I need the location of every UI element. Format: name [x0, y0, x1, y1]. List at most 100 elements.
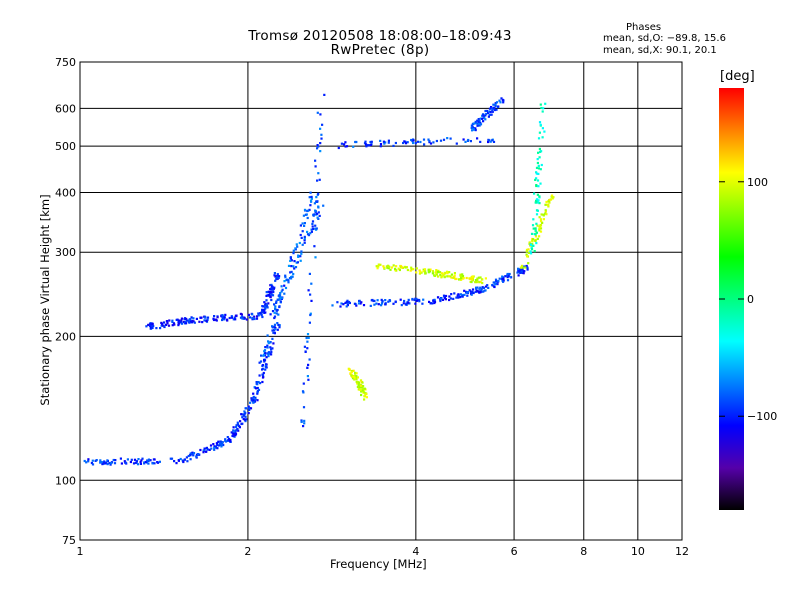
- echo-point: [190, 321, 193, 324]
- echo-point: [432, 299, 435, 302]
- echo-point: [310, 195, 313, 198]
- echo-point: [544, 209, 547, 212]
- echo-point: [280, 285, 283, 288]
- echo-point: [532, 238, 535, 241]
- echo-point: [535, 200, 538, 203]
- echo-point: [301, 230, 304, 233]
- echo-point: [502, 277, 505, 280]
- echo-point: [289, 257, 292, 260]
- echo-point: [300, 236, 303, 239]
- echo-point: [312, 214, 315, 217]
- echo-point: [272, 290, 275, 294]
- echo-point: [481, 113, 485, 116]
- echo-point: [489, 113, 492, 116]
- echo-point: [477, 120, 480, 123]
- echo-point: [266, 344, 269, 347]
- echo-point: [465, 276, 468, 280]
- echo-point: [392, 144, 395, 147]
- echo-point: [100, 461, 103, 464]
- echo-point: [306, 230, 309, 233]
- echo-point: [136, 463, 140, 466]
- echo-point: [492, 106, 495, 109]
- echo-point: [290, 259, 293, 262]
- echo-point: [301, 243, 304, 246]
- echo-point: [377, 263, 380, 266]
- echo-point: [363, 391, 366, 394]
- echo-point: [474, 280, 478, 284]
- echo-point: [443, 297, 446, 300]
- echo-point: [234, 425, 238, 429]
- echo-point: [316, 144, 319, 147]
- echo-point: [365, 392, 368, 396]
- echo-point: [535, 231, 538, 234]
- echo-point: [422, 268, 425, 271]
- echo-point: [264, 365, 267, 368]
- echo-point: [195, 455, 198, 458]
- echo-point: [407, 301, 410, 304]
- echo-point: [489, 110, 492, 113]
- echo-point: [183, 322, 186, 325]
- echo-point: [419, 140, 422, 144]
- echo-point: [381, 300, 384, 303]
- echo-point: [408, 302, 411, 305]
- echo-point: [534, 239, 537, 242]
- echo-point: [184, 320, 187, 323]
- echo-point: [287, 264, 291, 267]
- echo-point: [537, 201, 540, 204]
- echo-point: [139, 462, 142, 465]
- echo-point: [108, 461, 111, 465]
- echo-point: [428, 270, 431, 273]
- echo-point: [384, 141, 387, 144]
- echo-point: [495, 108, 498, 111]
- echo-point: [277, 276, 280, 279]
- echo-point: [406, 141, 409, 144]
- echo-point: [180, 322, 183, 325]
- echo-point: [387, 300, 390, 303]
- echo-point: [234, 318, 237, 321]
- echo-point: [189, 453, 192, 457]
- echo-point: [482, 120, 485, 123]
- echo-point: [495, 101, 499, 104]
- echo-point: [252, 392, 255, 395]
- echo-point: [476, 281, 479, 284]
- echo-point: [490, 106, 493, 109]
- echo-point: [447, 275, 450, 278]
- echo-point: [509, 275, 512, 279]
- echo-point: [167, 324, 171, 327]
- echo-point: [220, 445, 223, 448]
- echo-point: [539, 220, 543, 223]
- echo-point: [490, 107, 493, 110]
- echo-point: [224, 313, 227, 316]
- echo-point: [534, 178, 537, 181]
- echo-point: [274, 279, 277, 282]
- echo-point: [476, 286, 479, 289]
- echo-point: [112, 458, 115, 462]
- echo-point: [549, 198, 553, 201]
- echo-point: [446, 275, 449, 278]
- echo-point: [319, 127, 322, 130]
- echo-point: [400, 266, 403, 269]
- echo-point: [429, 302, 432, 305]
- echo-point: [235, 428, 239, 431]
- echo-point: [185, 317, 188, 321]
- echo-point: [527, 251, 531, 254]
- echo-point: [239, 420, 242, 423]
- echo-point: [354, 371, 357, 374]
- echo-point: [476, 277, 479, 280]
- echo-point: [225, 318, 229, 321]
- echo-point: [357, 388, 360, 391]
- echo-point: [106, 459, 109, 462]
- echo-point: [187, 319, 190, 322]
- echo-point: [271, 329, 274, 332]
- echo-point: [287, 279, 290, 282]
- echo-point: [537, 164, 540, 167]
- echo-point: [250, 399, 253, 402]
- echo-point: [491, 139, 494, 142]
- echo-point: [500, 277, 503, 280]
- echo-point: [406, 268, 409, 272]
- echo-point: [355, 140, 358, 144]
- echo-point: [301, 390, 305, 393]
- y-tick-label: 75: [62, 534, 76, 547]
- echo-point: [287, 281, 290, 284]
- echo-point: [459, 296, 462, 299]
